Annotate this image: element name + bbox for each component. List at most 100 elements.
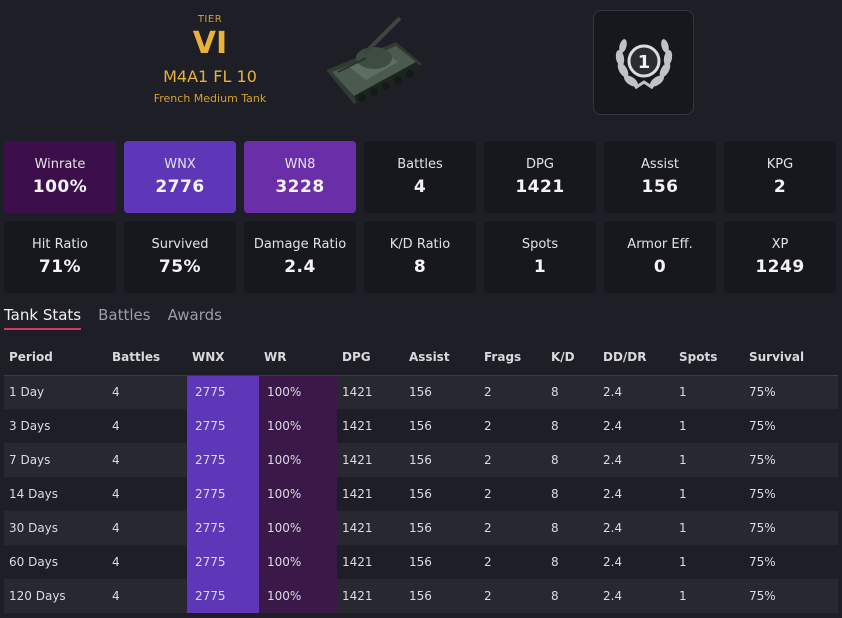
card-spots: Spots 1	[484, 221, 596, 293]
cell-spots: 1	[674, 477, 744, 511]
cell-wr: 100%	[259, 545, 337, 579]
tank-type: French Medium Tank	[153, 92, 267, 105]
cell-wr: 100%	[259, 443, 337, 477]
tier-label: TIER	[197, 14, 223, 25]
card-value: 71%	[38, 257, 82, 277]
cell-battles: 4	[107, 409, 187, 443]
stat-cards: Winrate 100% WNX 2776 WN8 3228 Battles 4…	[4, 141, 838, 301]
laurel-badge-icon: 1	[615, 38, 672, 89]
table-row: 30 Days 4 2775 100% 1421 156 2 8 2.4 1 75%	[4, 511, 838, 545]
cell-survival: 75%	[744, 443, 838, 477]
card-damage-ratio: Damage Ratio 2.4	[244, 221, 356, 293]
cell-frags: 2	[479, 511, 546, 545]
cell-wr: 100%	[259, 579, 337, 613]
cell-frags: 2	[479, 375, 546, 409]
cell-dpg: 1421	[337, 545, 404, 579]
card-label: K/D Ratio	[389, 237, 451, 252]
column-header-dpg[interactable]: DPG	[337, 340, 404, 376]
cell-wnx: 2775	[187, 511, 259, 545]
card-label: XP	[771, 237, 789, 252]
cell-dpg: 1421	[337, 443, 404, 477]
card-label: Damage Ratio	[253, 237, 347, 252]
cell-period: 3 Days	[4, 409, 107, 443]
cell-period: 60 Days	[4, 545, 107, 579]
cell-wr: 100%	[259, 409, 337, 443]
stat-cards-row-1: Winrate 100% WNX 2776 WN8 3228 Battles 4…	[4, 141, 838, 213]
tab-battles[interactable]: Battles	[98, 306, 151, 324]
cell-frags: 2	[479, 545, 546, 579]
card-value: 3228	[275, 177, 325, 197]
cell-dd-dr: 2.4	[598, 579, 674, 613]
card-value: 2	[773, 177, 787, 197]
period-stats-table: Period Battles WNX WR DPG Assist Frags K/D DD/DR…	[4, 340, 838, 613]
cell-dpg: 1421	[337, 579, 404, 613]
cell-wr: 100%	[259, 375, 337, 409]
cell-kd: 8	[546, 375, 598, 409]
column-header-survival[interactable]: Survival	[744, 340, 838, 376]
card-value: 1249	[755, 257, 805, 277]
column-header-wnx[interactable]: WNX	[187, 340, 259, 376]
card-label: Assist	[641, 157, 679, 172]
cell-battles: 4	[107, 511, 187, 545]
card-value: 0	[653, 257, 667, 277]
cell-survival: 75%	[744, 409, 838, 443]
cell-period: 120 Days	[4, 579, 107, 613]
card-wnx: WNX 2776	[124, 141, 236, 213]
cell-dd-dr: 2.4	[598, 375, 674, 409]
cell-frags: 2	[479, 579, 546, 613]
card-dpg: DPG 1421	[484, 141, 596, 213]
cell-wnx: 2775	[187, 579, 259, 613]
cell-dd-dr: 2.4	[598, 409, 674, 443]
column-header-wr[interactable]: WR	[259, 340, 337, 376]
cell-dpg: 1421	[337, 409, 404, 443]
card-survived: Survived 75%	[124, 221, 236, 293]
cell-dpg: 1421	[337, 375, 404, 409]
card-hit-ratio: Hit Ratio 71%	[4, 221, 116, 293]
cell-survival: 75%	[744, 477, 838, 511]
table-row: 60 Days 4 2775 100% 1421 156 2 8 2.4 1 75%	[4, 545, 838, 579]
tier-number: VI	[192, 26, 228, 61]
column-header-frags[interactable]: Frags	[479, 340, 546, 376]
column-header-period[interactable]: Period	[4, 340, 107, 376]
cell-period: 7 Days	[4, 443, 107, 477]
cell-dd-dr: 2.4	[598, 443, 674, 477]
tab-tank-stats[interactable]: Tank Stats	[4, 306, 82, 330]
cell-assist: 156	[404, 511, 479, 545]
cell-survival: 75%	[744, 545, 838, 579]
cell-frags: 2	[479, 443, 546, 477]
table-row: 120 Days 4 2775 100% 1421 156 2 8 2.4 1 75%	[4, 579, 838, 613]
cell-frags: 2	[479, 477, 546, 511]
tab-awards[interactable]: Awards	[167, 306, 222, 324]
card-armor-eff: Armor Eff. 0	[604, 221, 716, 293]
cell-battles: 4	[107, 477, 187, 511]
cell-battles: 4	[107, 375, 187, 409]
card-value: 4	[413, 177, 427, 197]
card-value: 1	[533, 257, 547, 277]
cell-battles: 4	[107, 545, 187, 579]
cell-wr: 100%	[259, 511, 337, 545]
column-header-battles[interactable]: Battles	[107, 340, 187, 376]
card-label: Winrate	[34, 157, 86, 172]
cell-period: 30 Days	[4, 511, 107, 545]
cell-assist: 156	[404, 545, 479, 579]
tank-name: M4A1 FL 10	[163, 67, 257, 86]
card-value: 100%	[32, 177, 88, 197]
cell-wnx: 2775	[187, 545, 259, 579]
cell-dpg: 1421	[337, 511, 404, 545]
column-header-dd-dr[interactable]: DD/DR	[598, 340, 674, 376]
column-header-assist[interactable]: Assist	[404, 340, 479, 376]
card-value: 75%	[158, 257, 202, 277]
table-row: 1 Day 4 2775 100% 1421 156 2 8 2.4 1 75%	[4, 375, 838, 409]
card-label: Survived	[151, 237, 209, 252]
column-header-kd[interactable]: K/D	[546, 340, 598, 376]
cell-wnx: 2775	[187, 477, 259, 511]
cell-spots: 1	[674, 443, 744, 477]
column-header-spots[interactable]: Spots	[674, 340, 744, 376]
cell-battles: 4	[107, 579, 187, 613]
cell-kd: 8	[546, 409, 598, 443]
cell-spots: 1	[674, 579, 744, 613]
table-row: 3 Days 4 2775 100% 1421 156 2 8 2.4 1 75%	[4, 409, 838, 443]
tank-header: TIER VI M4A1 FL 10 French Medium Tank	[0, 0, 842, 130]
cell-kd: 8	[546, 511, 598, 545]
card-label: Hit Ratio	[32, 237, 88, 252]
